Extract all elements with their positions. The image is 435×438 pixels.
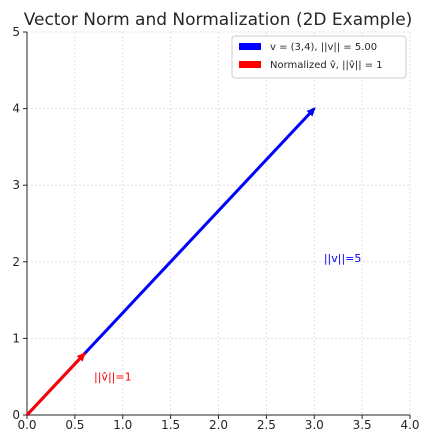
legend-label: v = (3,4), ||v|| = 5.00 — [270, 42, 377, 53]
legend-swatch — [239, 61, 261, 68]
annotation-label: ||v||=5 — [324, 252, 362, 265]
annotations: ||v||=5 ||v̂||=1 — [94, 252, 361, 384]
x-axis-ticks: 0.0 0.5 1.0 1.5 2.0 2.5 3.0 3.5 4.0 — [17, 415, 420, 432]
y-axis-ticks: 0 1 2 3 4 5 — [12, 25, 27, 422]
chart-title: Vector Norm and Normalization (2D Exampl… — [24, 10, 413, 30]
y-tick-label: 4 — [12, 102, 20, 116]
y-tick-label: 1 — [12, 331, 20, 345]
legend-label: Normalized v̂, ||v̂|| = 1 — [270, 59, 383, 71]
legend: v = (3,4), ||v|| = 5.00 Normalized v̂, ||… — [231, 35, 407, 79]
x-tick-label: 2.5 — [257, 418, 276, 432]
x-tick-label: 3.5 — [353, 418, 372, 432]
vectors — [25, 107, 316, 417]
annotation-label: ||v̂||=1 — [94, 371, 132, 384]
x-tick-label: 2.0 — [209, 418, 228, 432]
y-tick-label: 0 — [12, 408, 20, 422]
x-tick-label: 1.5 — [161, 418, 180, 432]
legend-box — [231, 35, 407, 79]
y-tick-label: 2 — [12, 255, 20, 269]
x-tick-label: 3.0 — [305, 418, 324, 432]
legend-swatch — [239, 43, 261, 50]
y-tick-label: 3 — [12, 178, 20, 192]
x-tick-label: 1.0 — [113, 418, 132, 432]
x-tick-label: 4.0 — [400, 418, 419, 432]
grid — [26, 31, 411, 416]
x-tick-label: 0.5 — [65, 418, 84, 432]
y-tick-label: 5 — [12, 25, 20, 39]
normalized-vector-arrow — [25, 352, 86, 417]
x-tick-label: 0.0 — [17, 418, 36, 432]
